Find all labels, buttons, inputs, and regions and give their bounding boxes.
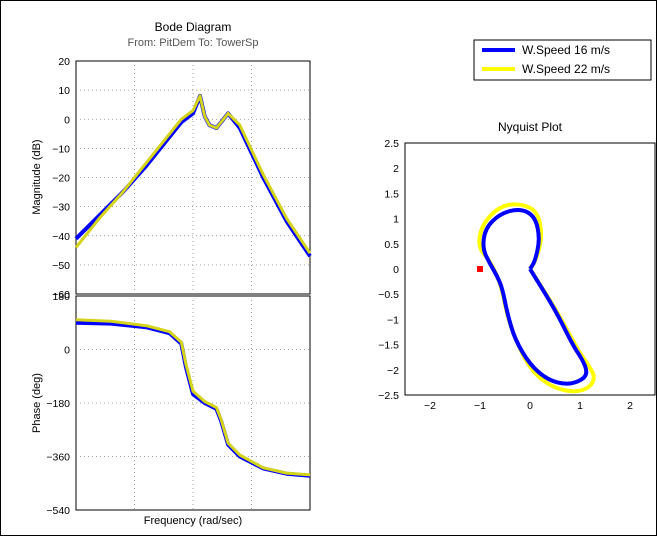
magnitude-tick-label: −50: [52, 260, 70, 272]
magnitude-tick-label: −20: [52, 173, 70, 185]
phase-lines: [75, 318, 311, 478]
bode-title: Bode Diagram: [155, 20, 232, 34]
phase-tick-label: 0: [64, 345, 70, 357]
nyquist-ytick-label: −2.5: [378, 390, 399, 402]
nyquist-ytick-label: 2: [393, 163, 399, 175]
nyquist-ytick-label: 0.5: [384, 239, 399, 251]
magnitude-tick-label: −10: [52, 143, 70, 155]
magnitude-ylabel: Magnitude (dB): [31, 139, 43, 214]
nyquist-axes: −2 −1 0 1 2 2.5 2 1.5 1 0.5 0 −0.5 −1 −1.5 −2 −2.5: [378, 138, 656, 412]
nyquist-ytick-label: −1: [387, 314, 399, 326]
phase-grid: [76, 296, 310, 510]
bode-subtitle: From: PitDem To: TowerSp: [127, 37, 258, 49]
critical-point-marker: [477, 266, 483, 272]
nyquist-ytick-label: 1: [393, 214, 399, 226]
magnitude-tick-label: 10: [58, 85, 70, 97]
bode-magnitude-axes: 20 10 0 −10 −20 −30 −40 −50 −60 Magnitude (dB): [31, 56, 312, 301]
legend: W.Speed 16 m/s W.Speed 22 m/s: [473, 39, 652, 81]
phase-ylabel: Phase (deg): [31, 373, 43, 433]
nyquist-xtick-label: 0: [527, 400, 533, 412]
nyquist-ytick-label: −1.5: [378, 340, 399, 352]
nyquist-ytick-label: −2: [387, 365, 399, 377]
legend-label-16: W.Speed 16 m/s: [522, 43, 610, 57]
phase-tick-labels: 180 0 −180 −360 −540: [46, 291, 70, 517]
bode-phase-axes: 180 0 −180 −360 −540 Phase (deg) Frequency (…: [31, 291, 311, 527]
phase-series-line-1: [75, 318, 311, 477]
magnitude-tick-label: 0: [64, 114, 70, 126]
magnitude-lines: [74, 93, 312, 258]
magnitude-tick-label: −40: [52, 231, 70, 243]
magnitude-tick-label: −30: [52, 202, 70, 214]
nyquist-xtick-label: 2: [627, 400, 633, 412]
legend-label-22: W.Speed 22 m/s: [522, 62, 610, 76]
legend-box: [473, 39, 652, 81]
nyquist-lines: [477, 202, 596, 394]
phase-tick-label: −540: [46, 505, 70, 517]
nyquist-title: Nyquist Plot: [498, 120, 563, 134]
phase-tick-label: −180: [46, 398, 70, 410]
magnitude-tick-labels: 20 10 0 −10 −20 −30 −40 −50 −60: [52, 56, 70, 301]
nyquist-ytick-label: −0.5: [378, 289, 399, 301]
nyquist-ytick-label: 2.5: [384, 138, 399, 150]
nyquist-tick-labels: −2 −1 0 1 2 2.5 2 1.5 1 0.5 0 −0.5 −1 −1.5 −2 −2.5: [378, 138, 633, 412]
frequency-xlabel: Frequency (rad/sec): [144, 515, 242, 527]
magnitude-tick-label: 20: [58, 56, 70, 68]
nyquist-ytick-label: 1.5: [384, 188, 399, 200]
nyquist-xtick-label: 1: [577, 400, 583, 412]
magnitude-tick-label: −60: [52, 289, 70, 301]
phase-tick-label: −360: [46, 452, 70, 464]
nyquist-ytick-label: 0: [393, 264, 399, 276]
magnitude-series-line-1: [74, 94, 312, 255]
nyquist-xtick-label: −2: [424, 400, 436, 412]
nyquist-xtick-label: −1: [474, 400, 486, 412]
nyquist-series-line-0: [481, 208, 589, 386]
phase-tick-label: 180: [52, 291, 70, 303]
critical-point: [477, 266, 483, 272]
